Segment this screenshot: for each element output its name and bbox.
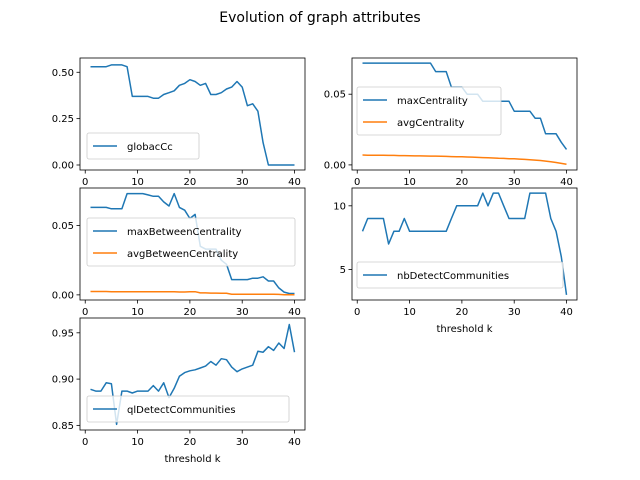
y-tick-label: 0.85 bbox=[52, 421, 74, 432]
series-line bbox=[90, 192, 295, 295]
legend-label: globacCc bbox=[127, 142, 173, 153]
axes-frame bbox=[79, 317, 306, 431]
y-tick-label: 0.25 bbox=[52, 114, 74, 125]
x-tick-label: 20 bbox=[184, 307, 197, 318]
y-tick-label: 0.00 bbox=[52, 160, 74, 171]
y-tick-label: 0.05 bbox=[324, 90, 346, 101]
x-tick-label: 40 bbox=[560, 307, 573, 318]
legend: globacCc bbox=[86, 132, 200, 160]
series-line bbox=[362, 154, 567, 165]
series-lines bbox=[361, 192, 568, 296]
axes-frame bbox=[351, 187, 578, 301]
y-tick-label: 5 bbox=[340, 265, 346, 276]
legend-box bbox=[86, 132, 200, 160]
legend-box bbox=[86, 217, 296, 267]
legend-label: avgBetweenCentrality bbox=[127, 249, 238, 260]
legend-label: maxBetweenCentrality bbox=[127, 227, 242, 238]
x-tick-label: 0 bbox=[82, 177, 88, 188]
series-lines bbox=[90, 323, 296, 426]
x-axis-label: threshold k bbox=[436, 324, 492, 335]
legend-box bbox=[86, 395, 290, 423]
x-tick-label: 30 bbox=[236, 307, 249, 318]
y-tick-label: 0.00 bbox=[324, 160, 346, 171]
y-tick-label: 0.90 bbox=[52, 375, 74, 386]
x-tick-label: 0 bbox=[354, 177, 360, 188]
chart-panel: 0 10 20 30 40 0.00 0.25 0.50 globacCc bbox=[52, 57, 306, 188]
chart-panel: 0 10 20 30 40 0.85 0.90 0.95 threshold k qlDetect… bbox=[52, 317, 306, 465]
x-tick-label: 30 bbox=[508, 177, 521, 188]
y-tick-label: 0.50 bbox=[52, 68, 74, 79]
series-line bbox=[90, 64, 295, 166]
x-tick-label: 10 bbox=[131, 177, 144, 188]
y-tick-label: 0.95 bbox=[52, 328, 74, 339]
x-tick-label: 40 bbox=[288, 307, 301, 318]
x-tick-label: 40 bbox=[288, 437, 301, 448]
legend-label: maxCentrality bbox=[397, 96, 468, 107]
x-tick-label: 20 bbox=[184, 437, 197, 448]
legend: maxBetweenCentrality avgBetweenCentrality bbox=[86, 217, 296, 267]
x-tick-label: 10 bbox=[131, 437, 144, 448]
chart-panel: 0 10 20 30 40 5 10 threshold k nbDetectCommuniti… bbox=[333, 187, 578, 335]
series-lines bbox=[90, 192, 295, 296]
x-tick-label: 0 bbox=[82, 437, 88, 448]
legend-label: avgCentrality bbox=[397, 118, 465, 129]
x-tick-label: 40 bbox=[288, 177, 301, 188]
x-tick-label: 0 bbox=[82, 307, 88, 318]
series-line bbox=[90, 323, 296, 426]
y-tick-label: 10 bbox=[333, 201, 346, 212]
axes-frame bbox=[79, 57, 306, 171]
legend: qlDetectCommunities bbox=[86, 395, 290, 423]
legend-box bbox=[356, 86, 502, 136]
legend-label: nbDetectCommunities bbox=[397, 271, 509, 282]
legend: nbDetectCommunities bbox=[356, 261, 564, 289]
x-tick-label: 40 bbox=[560, 177, 573, 188]
x-tick-label: 20 bbox=[456, 177, 469, 188]
series-line bbox=[361, 192, 568, 296]
figure-title: Evolution of graph attributes bbox=[219, 10, 420, 26]
y-tick-label: 0.00 bbox=[52, 290, 74, 301]
x-tick-label: 10 bbox=[403, 307, 416, 318]
x-tick-label: 0 bbox=[354, 307, 360, 318]
legend: maxCentrality avgCentrality bbox=[356, 86, 502, 136]
x-tick-label: 10 bbox=[131, 307, 144, 318]
legend-label: qlDetectCommunities bbox=[127, 405, 236, 416]
y-tick-label: 0.05 bbox=[52, 221, 74, 232]
x-tick-label: 10 bbox=[403, 177, 416, 188]
axes-frame bbox=[351, 57, 578, 171]
series-lines bbox=[90, 64, 295, 166]
x-tick-label: 30 bbox=[508, 307, 521, 318]
legend-box bbox=[356, 261, 564, 289]
x-tick-label: 20 bbox=[456, 307, 469, 318]
chart-panel: 0 10 20 30 40 0.00 0.05 maxBetweenCentrality avg… bbox=[52, 187, 306, 318]
chart-panel: 0 10 20 30 40 0.00 0.05 maxCentrality avgCentral… bbox=[324, 57, 578, 188]
axes-frame bbox=[79, 187, 306, 301]
x-tick-label: 30 bbox=[236, 177, 249, 188]
x-axis-label: threshold k bbox=[164, 454, 220, 465]
series-line bbox=[90, 290, 295, 296]
x-tick-label: 20 bbox=[184, 177, 197, 188]
x-tick-label: 30 bbox=[236, 437, 249, 448]
